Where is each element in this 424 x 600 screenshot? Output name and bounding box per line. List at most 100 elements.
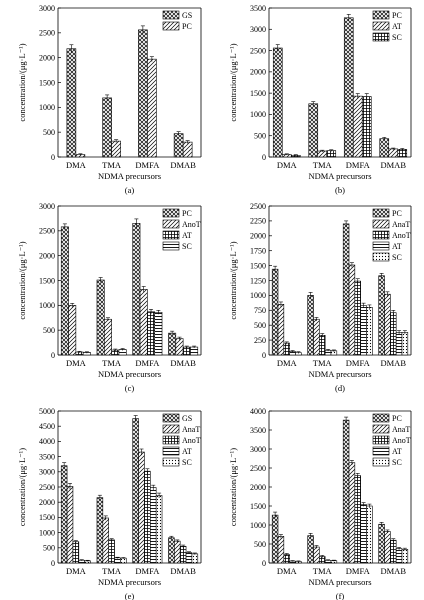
bar-anot-dmab [179,545,187,564]
bar-pc-tma [308,103,319,158]
legend-swatch-sc [162,457,180,467]
y-tick-label: 2000 [39,251,55,260]
y-tick-label: 3000 [39,202,55,211]
bar-anot-dmfa [354,280,361,356]
bar-anat-dmab [384,531,391,564]
x-tick-label: DMA [277,160,298,170]
legend-swatch-sc [372,457,390,467]
y-axis-title: concentration/(μg·L⁻¹) [228,241,238,319]
bar-pc-dmab [182,141,193,158]
y-tick-label: 500 [43,544,55,553]
y-tick-label: 3500 [250,4,266,13]
bar-pc-tma [307,535,314,564]
y-tick-label: 1500 [250,261,266,270]
bar-sc-dmfa [366,307,373,356]
y-tick-label: 1250 [250,276,266,285]
y-tick-label: 1500 [250,502,266,511]
bar-anot-dmfa [144,470,151,564]
legend-swatch-at [372,21,390,31]
x-tick-label: DMA [66,160,87,170]
legend-swatch-anat [162,424,180,434]
bar-anot-tma [103,318,112,356]
bar-anot-dma [283,342,290,356]
legend-label-sc: SC [182,242,192,251]
legend-label-anot: AnoT [392,231,411,240]
y-tick-label: 5000 [39,407,55,416]
legend-label-sc: SC [182,458,192,467]
bar-sc-dmab [401,332,409,356]
legend-swatch-at [162,230,180,240]
y-tick-label: 0 [51,153,55,162]
y-tick-label: 2500 [39,227,55,236]
bar-pc-dmfa [343,17,354,158]
legend-swatch-sc [372,32,390,42]
y-tick-label: 500 [43,326,55,335]
y-tick-label: 3000 [39,4,55,13]
y-tick-label: 500 [254,132,266,141]
legend-swatch-at [372,446,390,456]
legend-label-at: AT [182,231,192,240]
bar-pc-dma [271,514,279,564]
bar-anot-dmfa [139,289,148,356]
y-tick-label: 1000 [39,301,55,310]
legend-swatch-gs [162,10,180,20]
y-tick-label: 750 [254,306,266,315]
y-tick-label: 1000 [39,103,55,112]
bar-anat-tma [313,318,320,356]
y-axis-title: concentration/(μg·L⁻¹) [17,448,27,526]
bar-gs-dmfa [132,418,139,564]
x-tick-label: DMFA [135,566,160,576]
legend-swatch-at [372,241,390,251]
y-tick-label: 2000 [250,68,266,77]
legend-label-gs: GS [182,414,192,423]
bar-pc-dmab [378,523,385,564]
x-tick-label: TMA [102,358,122,368]
bar-gs-dma [60,465,68,564]
panel-label: (a) [125,185,135,195]
bar-gs-dmab [168,537,175,564]
bar-pc-dmfa [342,419,350,564]
bar-anot-dma [72,541,80,564]
bar-anat-dma [277,304,285,356]
panel-label: (f) [336,591,345,600]
bar-anat-dmfa [348,264,356,356]
y-axis-title: concentration/(μg·L⁻¹) [228,43,238,121]
x-tick-label: TMA [102,566,122,576]
y-tick-label: 0 [262,351,266,360]
y-axis-title: concentration/(μg·L⁻¹) [228,448,238,526]
legend-swatch-pc [372,413,390,423]
legend-label-anot: AnoT [182,220,201,229]
bar-sc-tma [326,150,337,158]
bar-pc-dma [60,226,69,356]
legend-swatch-anot [372,435,390,445]
y-tick-label: 0 [262,153,266,162]
bar-sc-dmfa [154,311,163,356]
y-tick-label: 4500 [39,422,55,431]
x-tick-label: TMA [313,160,333,170]
y-tick-label: 1000 [250,291,266,300]
bar-at-dmab [395,332,403,356]
y-tick-label: 2500 [39,483,55,492]
legend-label-pc: PC [392,414,402,423]
y-tick-label: 0 [51,351,55,360]
legend-swatch-anat [372,219,390,229]
legend-swatch-pc [162,21,180,31]
bar-pc-dmab [379,138,390,158]
bar-at-tma [114,557,121,564]
x-axis-title: NDMA precursors [308,171,371,181]
bar-gs-dmfa [138,29,148,158]
bar-pc-dmfa [132,223,141,356]
bar-anot-dmab [175,338,184,356]
bar-pc-dmfa [342,223,350,356]
bar-anat-dma [277,536,285,564]
bar-sc-tma [120,557,127,564]
y-tick-label: 500 [43,128,55,137]
bar-pc-dmfa [147,58,157,158]
legend-swatch-anot [162,219,180,229]
chart-panel-b: 0 500 1000 1500 2000 2500 3000 3500 concentratio… [228,4,412,195]
bar-gs-dmab [173,133,184,158]
x-tick-label: TMA [102,160,122,170]
legend-label-sc: SC [392,458,402,467]
bar-sc-dmab [401,549,409,564]
bar-pc-tma [96,279,105,356]
